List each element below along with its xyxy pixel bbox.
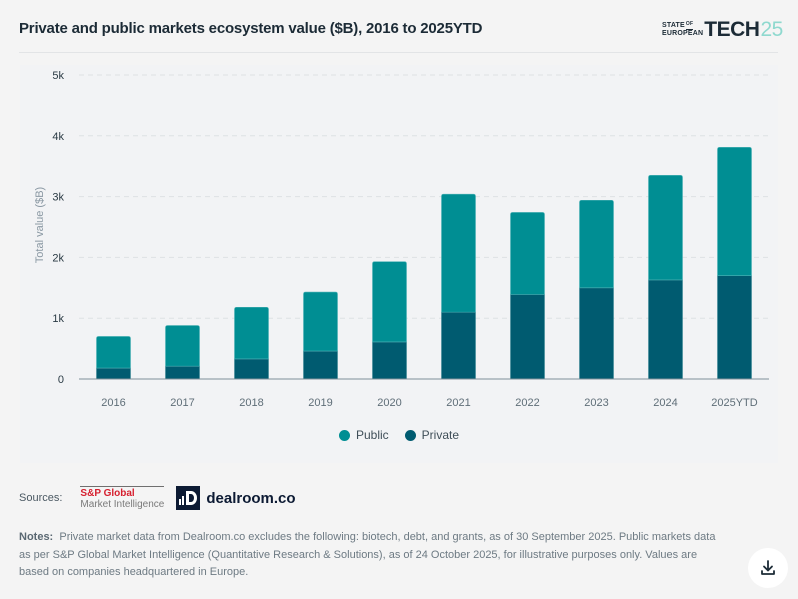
bar-private-2025YTD[interactable] [717, 275, 752, 380]
bar-public-2022[interactable] [510, 212, 545, 295]
bar-private-2023[interactable] [579, 287, 614, 380]
chart-legend: Public Private [0, 428, 798, 442]
bar-private-2021[interactable] [441, 311, 476, 380]
y-tick-label: 4k [52, 131, 64, 143]
y-tick-label: 5k [52, 70, 64, 82]
chart-title: Private and public markets ecosystem val… [19, 20, 483, 37]
x-tick-label: 2022 [515, 397, 539, 409]
y-tick-label: 2k [52, 252, 64, 264]
notes: Notes: Private market data from Dealroom… [19, 529, 719, 582]
x-axis-ticks: 2016 2017 2018 2019 2020 2021 2022 2023 2024 2025… [101, 397, 758, 409]
bar-public-2020[interactable] [372, 261, 407, 343]
bar-private-2024[interactable] [648, 279, 683, 380]
sp-global-logo: S&P Global Market Intelligence [80, 486, 165, 510]
sp-global-subtitle: Market Intelligence [80, 499, 165, 510]
bar-public-2024[interactable] [648, 175, 683, 281]
bar-private-2020[interactable] [372, 341, 407, 380]
x-tick-label: 2025YTD [711, 397, 758, 409]
bar-public-2023[interactable] [579, 199, 614, 289]
bar-private-2017[interactable] [165, 365, 200, 380]
bar-public-2018[interactable] [234, 306, 269, 360]
bar-private-2022[interactable] [510, 294, 545, 380]
legend-label-public: Public [355, 428, 389, 442]
bar-group-2024[interactable] [648, 175, 683, 380]
sources: Sources: S&P Global Market Intelligence … [19, 484, 296, 512]
x-tick-label: 2016 [101, 397, 125, 409]
dealroom-name: dealroom.co [206, 489, 296, 507]
download-button[interactable] [748, 548, 788, 588]
logo-number: 25 [760, 18, 783, 41]
bar-group-2025YTD[interactable] [717, 147, 752, 380]
logo-state: STATE [662, 22, 685, 29]
bar-group-2017[interactable] [165, 325, 200, 380]
state-of-european-tech-logo: STATE OF EUROPEAN TECH 25 [662, 18, 783, 41]
bar-public-2017[interactable] [165, 325, 200, 367]
y-tick-label: 0 [58, 374, 64, 386]
y-axis-label: Total value ($B) [34, 187, 46, 263]
legend-swatch-private [404, 429, 416, 441]
y-tick-label: 1k [52, 313, 64, 325]
bar-public-2021[interactable] [441, 193, 476, 313]
x-tick-label: 2018 [239, 397, 263, 409]
x-tick-label: 2023 [584, 397, 608, 409]
bar-group-2020[interactable] [372, 261, 407, 380]
bar-group-2022[interactable] [510, 212, 545, 380]
notes-label: Notes: [19, 531, 54, 543]
bar-private-2019[interactable] [303, 350, 338, 380]
bar-group-2016[interactable] [96, 336, 131, 380]
bar-group-2018[interactable] [234, 306, 269, 380]
download-icon [761, 560, 775, 575]
gridlines [79, 74, 769, 319]
sources-label: Sources: [19, 492, 63, 504]
x-tick-label: 2017 [170, 397, 194, 409]
bar-public-2025YTD[interactable] [717, 147, 752, 276]
logo-of: OF [685, 22, 694, 30]
y-axis-ticks: 0 1k 2k 3k 4k 5k [52, 70, 64, 386]
legend-label-private: Private [421, 428, 460, 442]
bar-public-2016[interactable] [96, 336, 131, 369]
x-tick-label: 2020 [377, 397, 401, 409]
notes-text: Private market data from Dealroom.co exc… [19, 531, 716, 578]
x-tick-label: 2024 [653, 397, 677, 409]
legend-item-public[interactable]: Public [338, 428, 389, 442]
legend-item-private[interactable]: Private [404, 428, 460, 442]
bar-private-2018[interactable] [234, 358, 269, 380]
bar-group-2023[interactable] [579, 199, 614, 380]
y-tick-label: 3k [52, 192, 64, 204]
bar-group-2019[interactable] [303, 291, 338, 380]
bar-group-2021[interactable] [441, 193, 476, 380]
dealroom-mark-icon [176, 486, 201, 510]
legend-swatch-public [338, 429, 350, 441]
header-divider [19, 52, 778, 53]
dealroom-logo: dealroom.co [176, 486, 296, 510]
bar-private-2016[interactable] [96, 367, 131, 380]
bars [96, 147, 752, 380]
x-tick-label: 2021 [446, 397, 470, 409]
x-tick-label: 2019 [308, 397, 332, 409]
sp-global-name: S&P Global [80, 488, 135, 499]
logo-tech: TECH [704, 18, 760, 41]
bar-public-2019[interactable] [303, 291, 338, 352]
logo-european: EUROPEAN [662, 30, 704, 37]
